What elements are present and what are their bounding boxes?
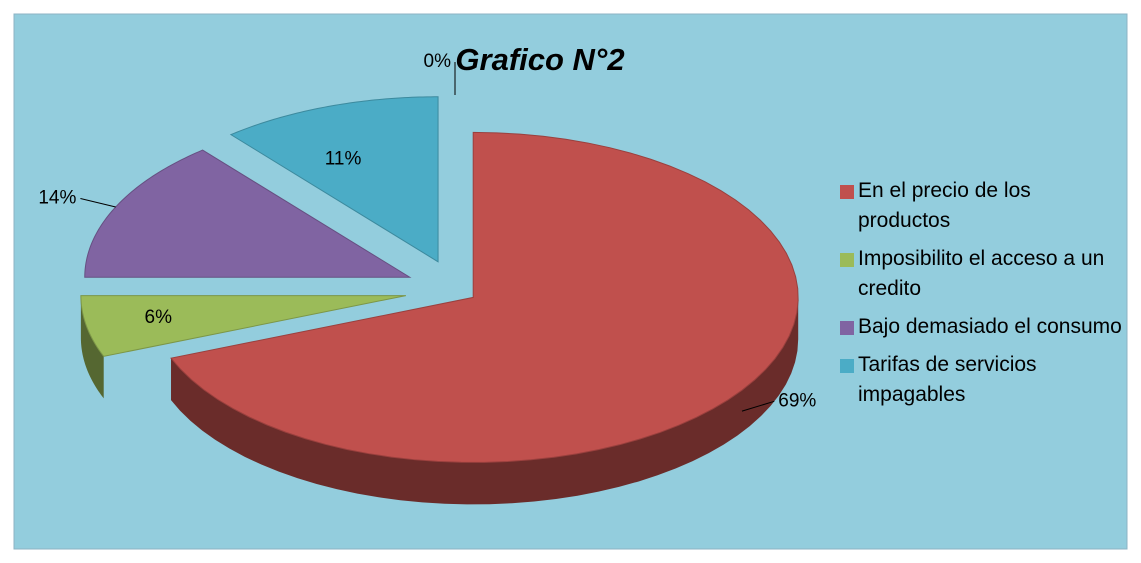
- legend-swatch: [840, 185, 854, 199]
- legend-label: Imposibilito el acceso a un credito: [858, 247, 1105, 300]
- slice: [84, 149, 412, 278]
- legend-swatch: [840, 321, 854, 335]
- legend-item: Tarifas de servicios impagables: [838, 350, 1128, 410]
- data-label: 69%: [778, 390, 816, 411]
- legend-item: Bajo demasiado el consumo: [838, 312, 1128, 342]
- slice-top: [170, 131, 799, 463]
- legend-label: Bajo demasiado el consumo: [858, 315, 1122, 338]
- slice-top: [229, 96, 439, 263]
- data-label: 11%: [325, 148, 362, 169]
- slice-top: [80, 295, 406, 357]
- pie: 0% 11% 14% 6% 69%: [38, 51, 816, 505]
- data-label: 6%: [145, 307, 173, 328]
- legend: En el precio de los productos Imposibilit…: [838, 176, 1128, 418]
- legend-swatch: [840, 359, 854, 373]
- slice: [80, 295, 406, 399]
- legend-label: Tarifas de servicios impagables: [858, 353, 1037, 406]
- slice: [170, 131, 799, 505]
- legend-item: En el precio de los productos: [838, 176, 1128, 236]
- slice-side: [80, 295, 104, 399]
- legend-item: Imposibilito el acceso a un credito: [838, 244, 1128, 304]
- leader-line: [741, 400, 775, 412]
- slice: [229, 96, 439, 263]
- legend-label: En el precio de los productos: [858, 179, 1031, 232]
- data-label: 14%: [38, 188, 76, 209]
- chart-title: Grafico N°2: [455, 42, 624, 77]
- leader-line: [80, 198, 116, 208]
- slice-side: [171, 297, 799, 505]
- slice-top: [84, 149, 412, 278]
- legend-swatch: [840, 253, 854, 267]
- data-label: 0%: [424, 51, 452, 72]
